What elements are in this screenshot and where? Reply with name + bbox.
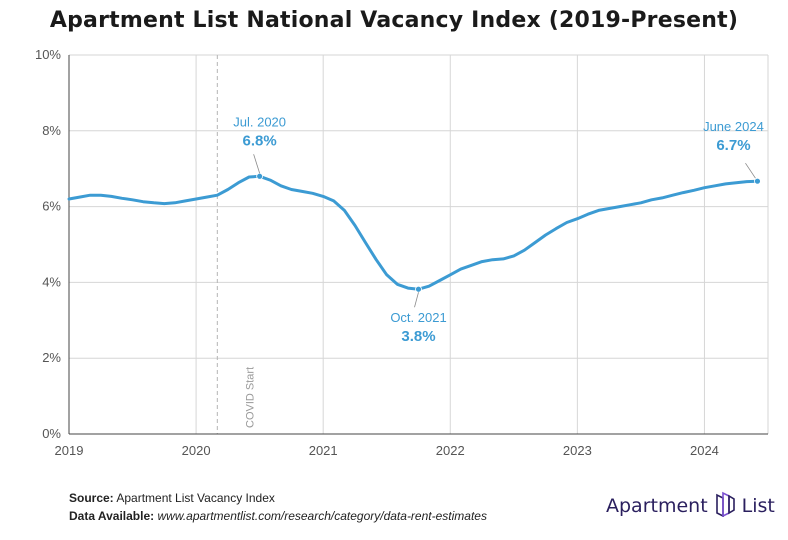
y-tick-label: 2% bbox=[42, 350, 61, 365]
annotation-point bbox=[415, 285, 422, 293]
annotation-leader bbox=[745, 162, 756, 179]
apartment-list-logo: Apartment List bbox=[606, 491, 775, 521]
annotation-leader bbox=[253, 154, 261, 174]
series-line bbox=[67, 174, 759, 291]
data-available-label: Data Available: bbox=[69, 509, 155, 523]
x-tick-label: 2019 bbox=[55, 443, 84, 458]
annotation-date-label: June 2024 bbox=[703, 119, 764, 134]
x-tick-label: 2024 bbox=[690, 443, 719, 458]
axes: 0% 2% 4% 6% 8% 10% 2019 2020 2021 2022 2023 2024 bbox=[35, 47, 768, 458]
source-line: Source: Apartment List Vacancy Index bbox=[69, 491, 275, 505]
source-text: Apartment List Vacancy Index bbox=[116, 491, 275, 505]
y-tick-label: 6% bbox=[42, 199, 61, 214]
annotation-value-label: 3.8% bbox=[401, 328, 435, 345]
annotation-point bbox=[754, 177, 761, 185]
annotation-value-label: 6.8% bbox=[243, 132, 277, 149]
logo-mark-icon bbox=[714, 491, 736, 522]
series bbox=[67, 174, 759, 291]
logo-text-right: List bbox=[741, 495, 775, 517]
y-tick-label: 10% bbox=[35, 47, 61, 62]
data-available-line: Data Available: www.apartmentlist.com/re… bbox=[69, 509, 487, 523]
logo-text-left: Apartment bbox=[606, 495, 708, 517]
annotation-date-label: Oct. 2021 bbox=[390, 310, 446, 325]
event-label: COVID Start bbox=[244, 367, 256, 428]
x-tick-label: 2021 bbox=[309, 443, 338, 458]
annotation-date-label: Jul. 2020 bbox=[233, 114, 286, 129]
y-tick-label: 8% bbox=[42, 123, 61, 138]
y-tick-label: 0% bbox=[42, 426, 61, 441]
x-tick-label: 2022 bbox=[436, 443, 465, 458]
source-label: Source: bbox=[69, 491, 114, 505]
annotation-point bbox=[256, 172, 264, 180]
y-tick-label: 4% bbox=[42, 274, 61, 289]
grid-lines bbox=[68, 54, 769, 435]
chart-title: Apartment List National Vacancy Index (2… bbox=[49, 8, 739, 33]
annotations: Jul. 2020 6.8% Oct. 2021 3.8% June 2024 6.7% bbox=[233, 114, 764, 345]
x-tick-label: 2023 bbox=[563, 443, 592, 458]
data-available-url[interactable]: www.apartmentlist.com/research/category/… bbox=[157, 509, 487, 523]
annotation-leader bbox=[414, 292, 419, 308]
annotation-value-label: 6.7% bbox=[716, 137, 750, 154]
covid-start-marker: COVID Start bbox=[216, 55, 256, 434]
x-tick-label: 2020 bbox=[182, 443, 211, 458]
